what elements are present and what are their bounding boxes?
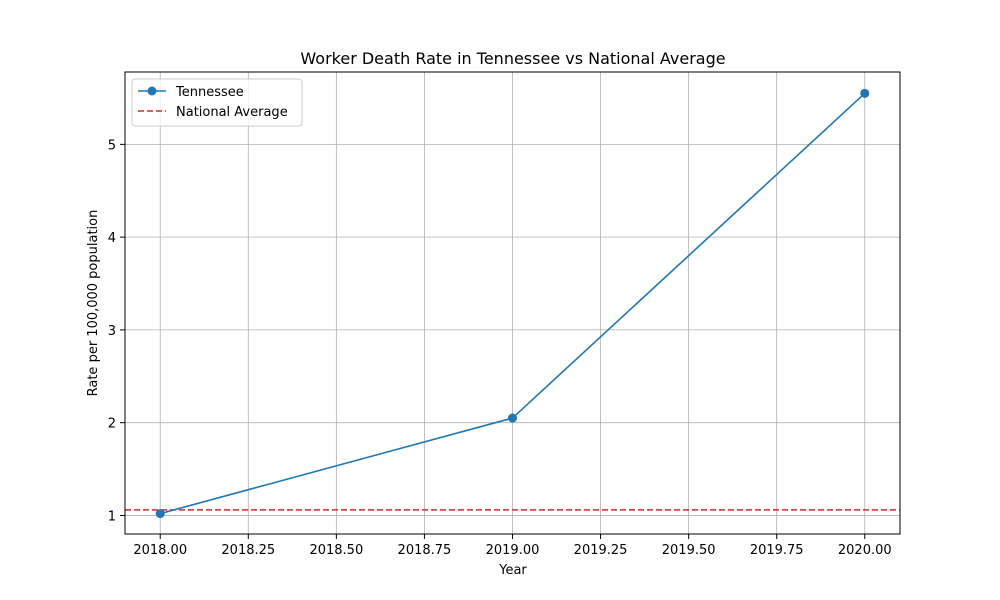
y-axis-label: Rate per 100,000 population (86, 210, 101, 397)
x-tick-label: 2018.50 (309, 543, 363, 558)
y-tick-label: 5 (108, 138, 116, 153)
tennessee-data-point (155, 509, 165, 519)
legend-tennessee-marker (147, 86, 157, 96)
legend-box (131, 78, 303, 127)
x-axis-label: Year (498, 563, 527, 578)
y-axis-ticks: 1 2 3 4 5 (108, 138, 125, 524)
chart-title: Worker Death Rate in Tennessee vs Nation… (300, 49, 725, 68)
grid (125, 72, 900, 534)
x-tick-label: 2018.25 (221, 543, 275, 558)
x-tick-label: 2019.75 (750, 543, 804, 558)
x-tick-label: 2018.75 (398, 543, 452, 558)
tennessee-data-point (508, 413, 517, 423)
y-tick-label: 4 (108, 231, 116, 246)
legend-national-average-label: National Average (176, 105, 288, 120)
tennessee-data-point (860, 88, 870, 98)
x-tick-label: 2019.00 (486, 543, 540, 558)
x-axis-ticks: 2018.00 2018.25 2018.50 2018.75 2019.00 2019.… (133, 534, 892, 558)
y-tick-label: 2 (108, 417, 116, 432)
y-tick-label: 3 (108, 324, 116, 339)
series (155, 88, 870, 519)
x-tick-label: 2019.50 (662, 543, 716, 558)
legend: Tennessee National Average (131, 78, 303, 127)
legend-tennessee-label: Tennessee (175, 85, 244, 100)
x-tick-label: 2020.00 (838, 543, 892, 558)
x-tick-label: 2018.00 (133, 543, 187, 558)
x-tick-label: 2019.25 (574, 543, 628, 558)
y-tick-label: 1 (108, 509, 116, 524)
